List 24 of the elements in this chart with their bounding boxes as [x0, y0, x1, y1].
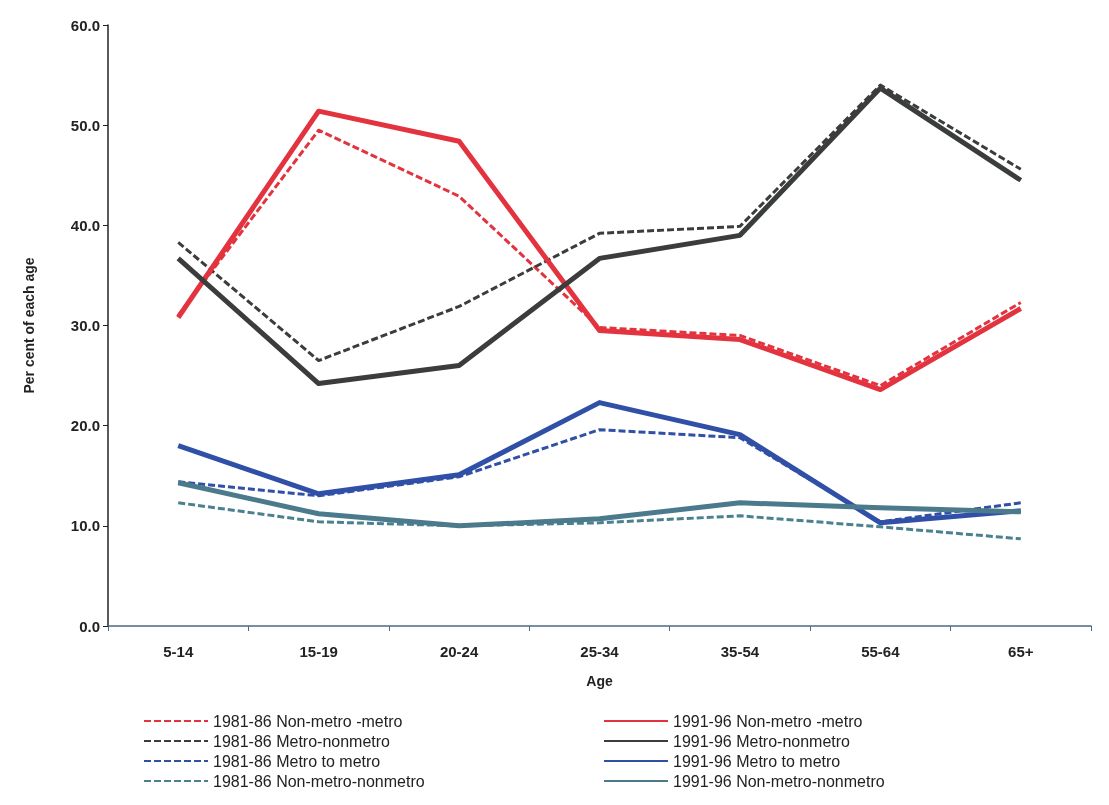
- x-tick-label: 25-34: [580, 643, 620, 660]
- y-tick-label: 10.0: [70, 517, 100, 535]
- legend-label: 1981-86 Non-metro -metro: [213, 712, 403, 730]
- y-axis-title: Per cent of each age: [21, 257, 37, 394]
- x-tick-label: 55-64: [861, 643, 901, 660]
- legend-label: 1991-96 Metro-nonmetro: [673, 732, 851, 750]
- legend-label: 1991-96 Metro to metro: [673, 752, 841, 770]
- y-tick-label: 0.0: [79, 617, 100, 635]
- legend-label: 1981-86 Metro-nonmetro: [213, 732, 391, 750]
- x-tick-label: 5-14: [163, 643, 194, 660]
- x-tick-label: 15-19: [299, 643, 338, 660]
- y-tick-label: 40.0: [70, 216, 100, 234]
- y-tick-label: 20.0: [70, 417, 100, 435]
- legend-label: 1981-86 Metro to metro: [213, 752, 381, 770]
- y-tick-label: 50.0: [70, 116, 100, 134]
- x-tick-label: 35-54: [720, 643, 760, 660]
- y-tick-label: 60.0: [70, 16, 100, 34]
- legend-label: 1991-96 Non-metro -metro: [673, 712, 863, 730]
- y-tick-label: 30.0: [70, 317, 100, 334]
- x-tick-label: 20-24: [439, 643, 479, 660]
- legend-label: 1981-86 Non-metro-nonmetro: [213, 772, 425, 790]
- x-tick-label: 65+: [1008, 643, 1034, 660]
- legend-label: 1991-96 Non-metro-nonmetro: [673, 772, 885, 790]
- x-axis-title: Age: [586, 673, 613, 689]
